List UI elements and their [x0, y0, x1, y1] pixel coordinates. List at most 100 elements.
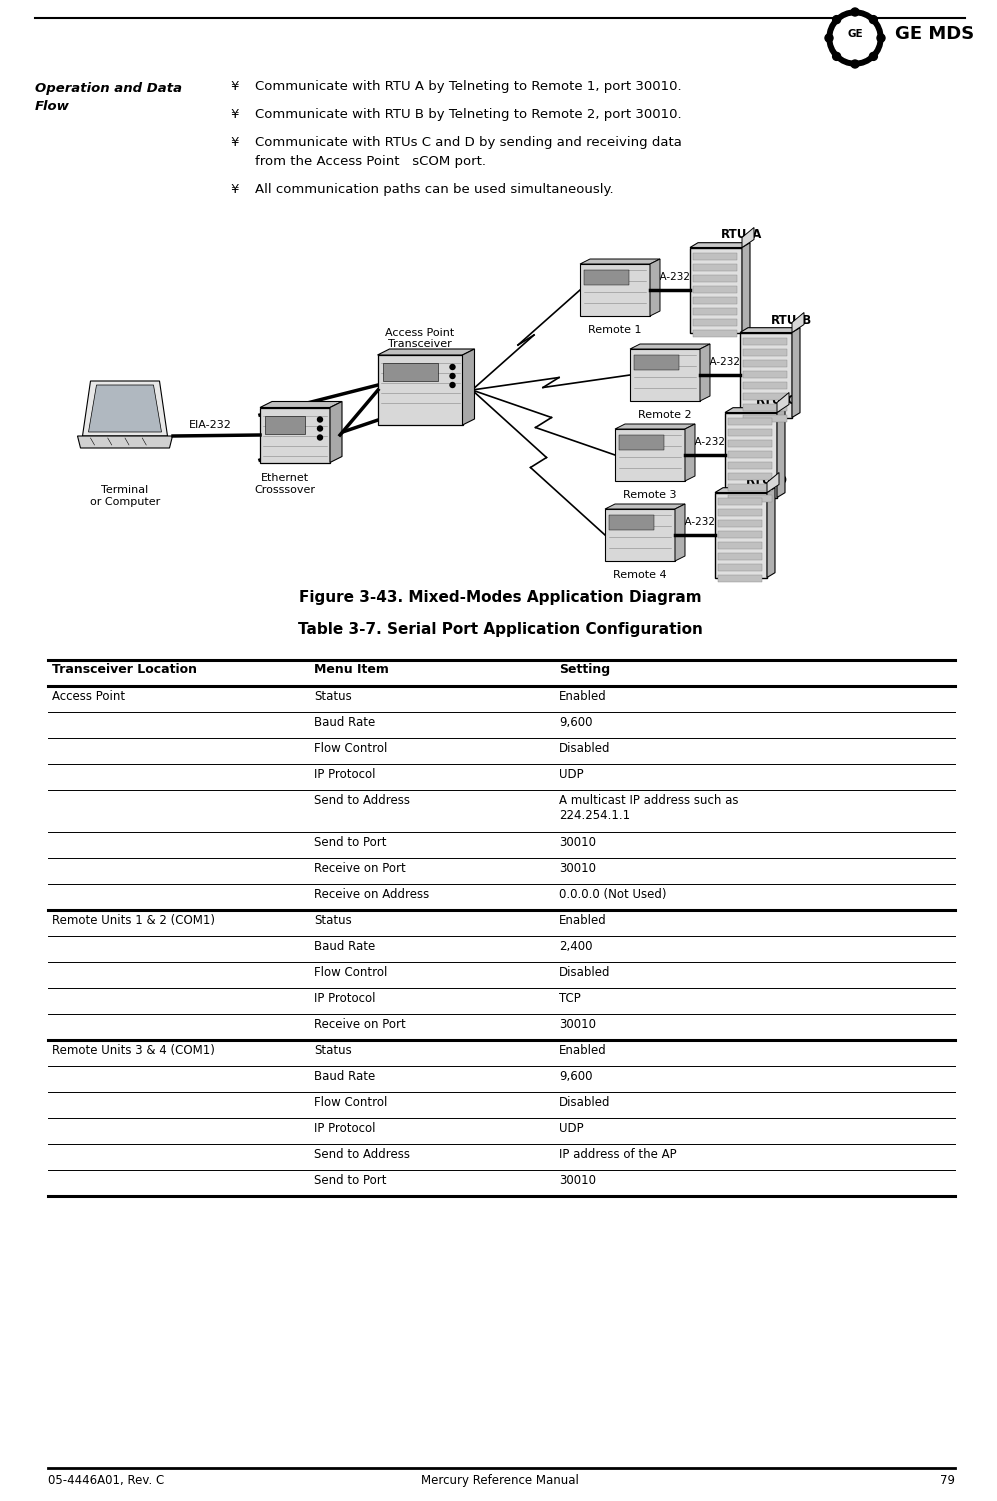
- Text: RTU–B: RTU–B: [771, 314, 813, 327]
- Text: Disabled: Disabled: [559, 967, 610, 979]
- Circle shape: [869, 53, 877, 60]
- Text: Enabled: Enabled: [559, 914, 607, 928]
- Text: Mercury Reference Manual: Mercury Reference Manual: [421, 1474, 579, 1487]
- Bar: [693, 252, 737, 260]
- Bar: [718, 519, 762, 527]
- Polygon shape: [740, 327, 800, 333]
- Polygon shape: [378, 350, 475, 356]
- Text: All communication paths can be used simultaneously.: All communication paths can be used simu…: [255, 183, 613, 197]
- Bar: [728, 417, 772, 425]
- Text: ¥: ¥: [230, 108, 238, 122]
- Circle shape: [825, 35, 833, 42]
- Bar: [584, 270, 629, 285]
- Text: Remote 1: Remote 1: [588, 326, 642, 335]
- Text: Operation and Data: Operation and Data: [35, 83, 182, 95]
- Bar: [718, 552, 762, 560]
- Polygon shape: [89, 384, 162, 432]
- Text: ¥: ¥: [230, 80, 238, 93]
- Text: A multicast IP address such as: A multicast IP address such as: [559, 794, 739, 808]
- Circle shape: [317, 417, 322, 422]
- Text: or Computer: or Computer: [90, 497, 161, 507]
- Text: Access Point: Access Point: [386, 329, 455, 338]
- Circle shape: [832, 53, 840, 60]
- Text: from the Access Point   sCOM port.: from the Access Point sCOM port.: [255, 155, 486, 168]
- Text: Figure 3-43. Mixed-Modes Application Diagram: Figure 3-43. Mixed-Modes Application Dia…: [299, 590, 701, 605]
- Text: 2,400: 2,400: [559, 940, 592, 953]
- Bar: [728, 483, 772, 491]
- Bar: [728, 461, 772, 468]
- Text: Setting: Setting: [559, 663, 610, 675]
- Polygon shape: [690, 243, 750, 248]
- Text: Remote 4: Remote 4: [613, 570, 667, 579]
- Polygon shape: [767, 488, 775, 578]
- Bar: [743, 381, 787, 389]
- Text: EIA-232: EIA-232: [675, 516, 715, 527]
- Circle shape: [450, 374, 455, 378]
- Bar: [743, 338, 787, 345]
- Text: Status: Status: [314, 914, 352, 928]
- Bar: [693, 308, 737, 315]
- Circle shape: [877, 35, 885, 42]
- Text: Send to Address: Send to Address: [314, 794, 410, 808]
- Bar: [378, 356, 463, 425]
- Text: GE: GE: [847, 29, 862, 39]
- Polygon shape: [650, 260, 660, 317]
- Bar: [725, 413, 777, 497]
- Bar: [715, 492, 767, 578]
- Bar: [260, 407, 330, 462]
- Bar: [740, 333, 792, 417]
- Text: 30010: 30010: [559, 836, 596, 850]
- Text: 05-4446A01, Rev. C: 05-4446A01, Rev. C: [48, 1474, 165, 1487]
- Bar: [718, 497, 762, 504]
- Bar: [609, 515, 654, 530]
- Polygon shape: [792, 327, 800, 417]
- Bar: [718, 575, 762, 581]
- Bar: [619, 435, 664, 450]
- Text: Crosssover: Crosssover: [254, 485, 315, 495]
- Bar: [743, 404, 787, 410]
- Bar: [630, 350, 700, 401]
- Text: Transceiver: Transceiver: [388, 339, 452, 350]
- Text: UDP: UDP: [559, 769, 583, 781]
- Text: RTU–C: RTU–C: [756, 393, 797, 407]
- Bar: [743, 360, 787, 366]
- Bar: [580, 264, 650, 317]
- Text: Communicate with RTU B by Telneting to Remote 2, port 30010.: Communicate with RTU B by Telneting to R…: [255, 108, 682, 122]
- Text: Baud Rate: Baud Rate: [314, 716, 375, 729]
- Bar: [743, 392, 787, 399]
- Polygon shape: [777, 392, 789, 413]
- Bar: [605, 509, 675, 561]
- Text: 30010: 30010: [559, 1018, 596, 1031]
- Bar: [718, 509, 762, 515]
- Circle shape: [450, 383, 455, 387]
- Text: 224.254.1.1: 224.254.1.1: [559, 809, 630, 823]
- Bar: [693, 275, 737, 282]
- Circle shape: [317, 426, 322, 431]
- Text: EIA-232: EIA-232: [700, 357, 740, 368]
- Text: Baud Rate: Baud Rate: [314, 940, 375, 953]
- Text: Transceiver Location: Transceiver Location: [52, 663, 197, 675]
- Bar: [718, 542, 762, 548]
- Text: Flow Control: Flow Control: [314, 741, 388, 755]
- Text: Receive on Address: Receive on Address: [314, 889, 430, 901]
- Text: TCP: TCP: [559, 992, 580, 1006]
- Text: Remote 2: Remote 2: [638, 410, 692, 420]
- Text: Terminal: Terminal: [102, 485, 149, 495]
- Text: Flow Control: Flow Control: [314, 1096, 388, 1109]
- Text: IP Protocol: IP Protocol: [314, 1123, 376, 1135]
- Polygon shape: [675, 504, 685, 561]
- Polygon shape: [742, 228, 754, 248]
- Text: ¥: ¥: [230, 183, 238, 197]
- Text: Baud Rate: Baud Rate: [314, 1070, 375, 1084]
- Bar: [693, 297, 737, 303]
- Text: Access Point: Access Point: [52, 690, 126, 702]
- Circle shape: [833, 17, 877, 60]
- Circle shape: [827, 11, 883, 66]
- Text: ¥: ¥: [230, 137, 238, 149]
- Polygon shape: [78, 435, 172, 447]
- Polygon shape: [330, 401, 342, 462]
- Bar: [693, 285, 737, 293]
- Text: 79: 79: [940, 1474, 955, 1487]
- Polygon shape: [777, 408, 785, 497]
- Bar: [728, 440, 772, 446]
